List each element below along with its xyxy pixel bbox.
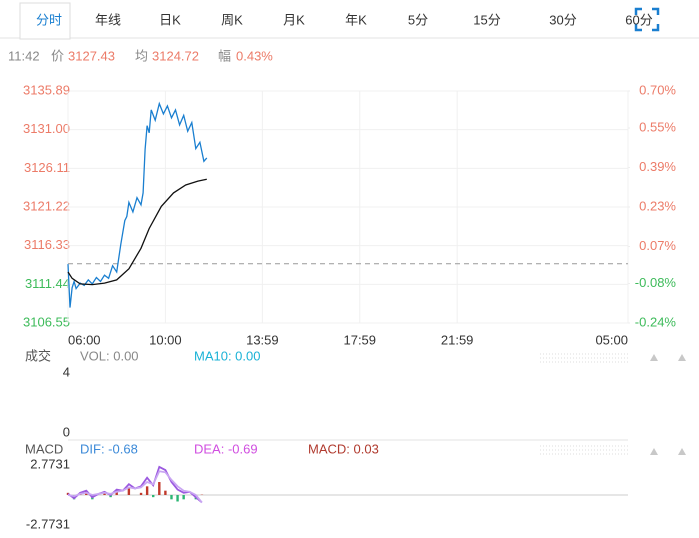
panel-title: MACD	[25, 441, 63, 456]
panel-controls	[650, 354, 686, 455]
macd-bar	[170, 495, 172, 499]
y2-tick-label: 0.07%	[639, 238, 676, 253]
y-tick-label: -2.7731	[26, 516, 70, 531]
series-line	[68, 179, 207, 284]
x-tick-label: 05:00	[595, 332, 628, 347]
macd-bar	[146, 486, 148, 495]
macd-bar	[158, 482, 160, 495]
macd-bar	[140, 493, 142, 495]
x-tick-label: 17:59	[343, 332, 376, 347]
y2-tick-label: 0.39%	[639, 159, 676, 174]
tab[interactable]: 30分	[549, 12, 576, 27]
panel-dots	[540, 354, 628, 454]
tab[interactable]: 年线	[95, 12, 121, 27]
tab[interactable]: 日K	[159, 12, 181, 27]
info-avg: 3124.72	[152, 48, 199, 63]
y2-tick-label: 0.23%	[639, 198, 676, 213]
y2-tick-label: 0.70%	[639, 82, 676, 97]
y2-tick-label: -0.08%	[635, 275, 677, 290]
tab[interactable]: 5分	[408, 12, 428, 27]
panel-label: DEA: -0.69	[194, 441, 258, 456]
macd-bar	[128, 489, 130, 495]
y-tick-label: 3111.44	[25, 276, 70, 291]
info-avg-label: 均	[135, 48, 148, 63]
tab[interactable]: 60分	[625, 12, 652, 27]
y-tick-label: 3121.22	[23, 198, 70, 213]
macd-line	[68, 467, 202, 503]
tab[interactable]: 15分	[473, 12, 500, 27]
y-tick-label: 3116.33	[24, 237, 70, 252]
tab[interactable]: 年K	[345, 12, 367, 27]
macd-line	[68, 471, 202, 502]
y-tick-label: 3131.00	[23, 121, 70, 136]
info-amp: 0.43%	[236, 48, 273, 63]
info-amp-label: 幅	[218, 48, 231, 63]
y-tick-label: 4	[63, 364, 70, 379]
y-tick-label: 3106.55	[23, 314, 70, 329]
panel-title: 成交	[25, 348, 51, 363]
panel-label: DIF: -0.68	[80, 441, 138, 456]
y-tick-label: 0	[63, 424, 70, 439]
panel-label: MACD: 0.03	[308, 441, 379, 456]
panel-label: MA10: 0.00	[194, 348, 261, 363]
tab[interactable]: 月K	[283, 12, 305, 27]
x-tick-label: 21:59	[441, 332, 474, 347]
y2-tick-label: 0.55%	[639, 119, 676, 134]
tab[interactable]: 周K	[221, 12, 243, 27]
info-price: 3127.43	[68, 48, 115, 63]
macd-bar	[182, 495, 184, 499]
y2-tick-label: -0.24%	[635, 314, 677, 329]
panel-label: VOL: 0.00	[80, 348, 139, 363]
info-price-label: 价	[51, 48, 64, 63]
macd-bar	[176, 495, 178, 501]
x-tick-label: 06:00	[68, 332, 101, 347]
macd-bar	[152, 495, 154, 497]
macd-bar	[164, 491, 166, 495]
info-time: 11:42	[8, 48, 40, 63]
y-tick-label: 3126.11	[24, 160, 70, 175]
tab[interactable]: 分时	[36, 12, 62, 27]
x-tick-label: 13:59	[246, 332, 279, 347]
y-tick-label: 3135.89	[23, 82, 70, 97]
series-line	[68, 104, 207, 308]
x-tick-label: 10:00	[149, 332, 182, 347]
y-tick-label: 2.7731	[30, 456, 70, 471]
